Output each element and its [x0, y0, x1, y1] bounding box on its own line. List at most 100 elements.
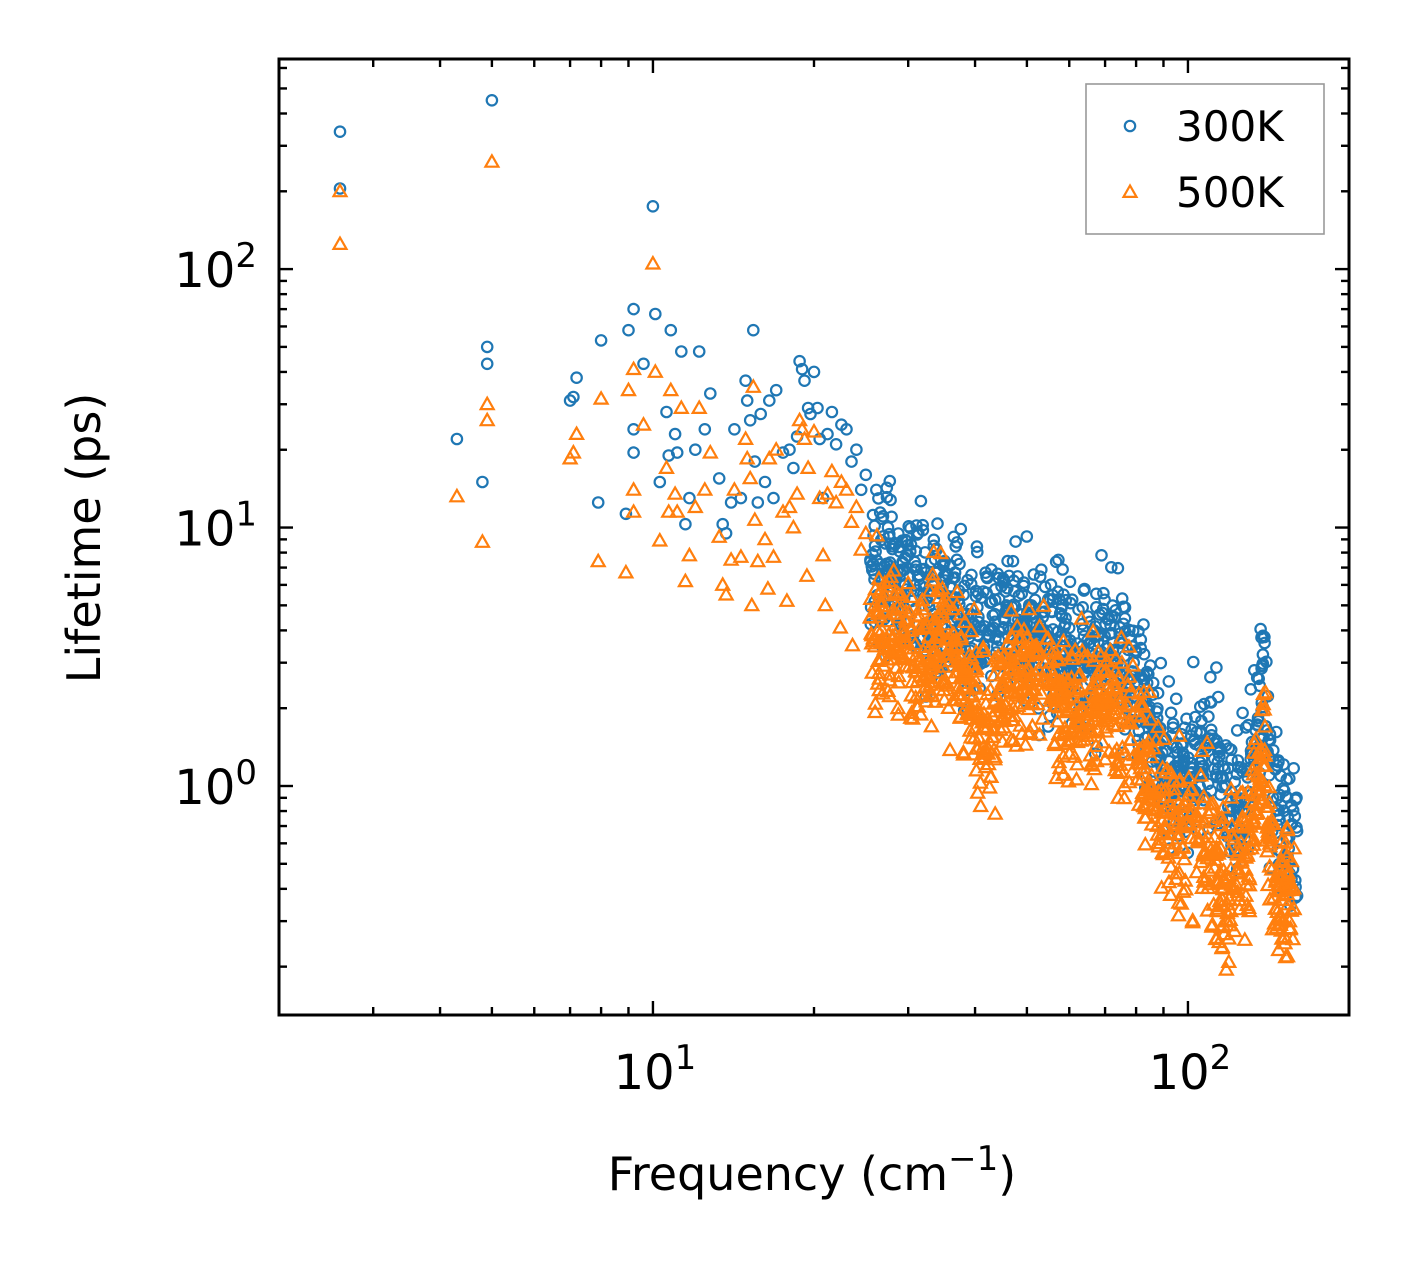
marker-500k: [912, 705, 930, 721]
marker-300k: [1000, 581, 1014, 595]
marker-500k: [1224, 878, 1241, 894]
marker-500k: [907, 606, 925, 622]
marker-300k: [866, 508, 880, 522]
marker-500k: [1034, 709, 1051, 725]
legend-marker-300k: [1123, 119, 1137, 133]
marker-500k: [1208, 843, 1226, 859]
marker-500k: [1217, 960, 1235, 976]
marker-500k: [986, 805, 1004, 820]
marker-500k: [1056, 684, 1073, 700]
marker-300k: [1187, 655, 1200, 669]
marker-300k: [664, 323, 678, 337]
marker-300k: [896, 556, 910, 570]
marker-500k: [963, 710, 981, 725]
marker-500k: [1165, 772, 1183, 788]
marker-300k: [1049, 555, 1063, 569]
marker-500k: [1237, 887, 1255, 902]
marker-300k: [1180, 712, 1193, 726]
marker-300k: [769, 383, 783, 397]
marker-500k: [972, 774, 989, 789]
legend: 300K 500K: [1085, 83, 1325, 235]
marker-300k: [793, 354, 806, 368]
marker-300k: [1035, 563, 1048, 576]
marker-500k: [1137, 809, 1155, 824]
marker-500k: [1085, 652, 1103, 667]
marker-500k: [915, 617, 932, 633]
marker-500k: [589, 552, 607, 568]
marker-300k: [954, 522, 968, 536]
marker-300k: [1090, 587, 1103, 601]
marker-300k: [563, 394, 577, 407]
marker-300k: [872, 492, 885, 505]
marker-300k: [1255, 631, 1268, 644]
y-tick-label: 101: [174, 495, 257, 558]
marker-500k: [1194, 879, 1211, 895]
marker-500k: [870, 570, 888, 585]
marker-500k: [666, 485, 684, 500]
marker-500k: [681, 546, 698, 562]
marker-500k: [749, 552, 767, 568]
x-tick-label: 101: [614, 1038, 697, 1101]
marker-300k: [1056, 563, 1069, 576]
marker-300k: [646, 200, 660, 213]
marker-300k: [821, 427, 834, 441]
marker-500k: [1211, 863, 1229, 879]
marker-500k: [1139, 788, 1157, 804]
y-tick-label: 102: [174, 236, 257, 299]
marker-300k: [902, 519, 915, 533]
marker-500k: [1212, 816, 1230, 832]
marker-500k: [948, 583, 966, 599]
marker-500k: [781, 498, 798, 514]
marker-500k: [1188, 863, 1206, 879]
marker-500k: [1104, 716, 1122, 731]
marker-500k: [1177, 880, 1195, 896]
marker-500k: [1073, 609, 1090, 625]
marker-300k: [692, 345, 706, 358]
marker-500k: [1122, 714, 1140, 730]
marker-500k: [1198, 734, 1216, 750]
marker-300k: [1011, 570, 1024, 583]
y-axis-title: Lifetime (ps): [57, 393, 111, 684]
marker-300k: [767, 491, 780, 505]
marker-500k: [936, 690, 953, 706]
marker-500k: [996, 696, 1014, 711]
marker-500k: [940, 699, 958, 715]
marker-500k: [767, 440, 785, 456]
marker-500k: [1170, 727, 1188, 742]
y-tick-label-exponent: 1: [235, 495, 257, 535]
marker-500k: [1120, 668, 1138, 683]
marker-500k: [924, 565, 942, 581]
marker-500k: [1102, 694, 1120, 710]
data-markers: [331, 94, 1304, 976]
marker-500k: [881, 625, 898, 640]
marker-500k: [1069, 733, 1086, 749]
marker-500k: [1054, 766, 1072, 781]
marker-500k: [870, 681, 888, 697]
marker-300k: [1105, 626, 1118, 640]
marker-500k: [938, 615, 956, 631]
marker-300k: [1242, 718, 1255, 732]
marker-500k: [1022, 634, 1040, 650]
x-tick-label-exponent: 2: [1210, 1038, 1232, 1078]
marker-300k: [1197, 697, 1211, 711]
marker-300k: [825, 405, 839, 419]
marker-300k: [865, 560, 879, 573]
marker-500k: [1253, 701, 1271, 717]
marker-300k: [873, 506, 887, 519]
marker-500k: [932, 544, 950, 560]
marker-500k: [1136, 835, 1154, 851]
marker-500k: [816, 596, 834, 612]
marker-300k: [653, 475, 667, 489]
marker-500k: [662, 381, 680, 397]
marker-500k: [677, 572, 694, 588]
legend-marker-500k: [1121, 183, 1139, 198]
marker-500k: [931, 629, 948, 645]
marker-300k: [591, 496, 605, 509]
x-axis-title-superscript: −1: [948, 1139, 998, 1179]
marker-500k: [982, 735, 999, 750]
y-tick-label-exponent: 2: [235, 236, 257, 276]
marker-500k: [819, 485, 836, 500]
marker-500k: [890, 673, 908, 689]
marker-500k: [915, 668, 933, 683]
marker-500k: [478, 395, 496, 411]
